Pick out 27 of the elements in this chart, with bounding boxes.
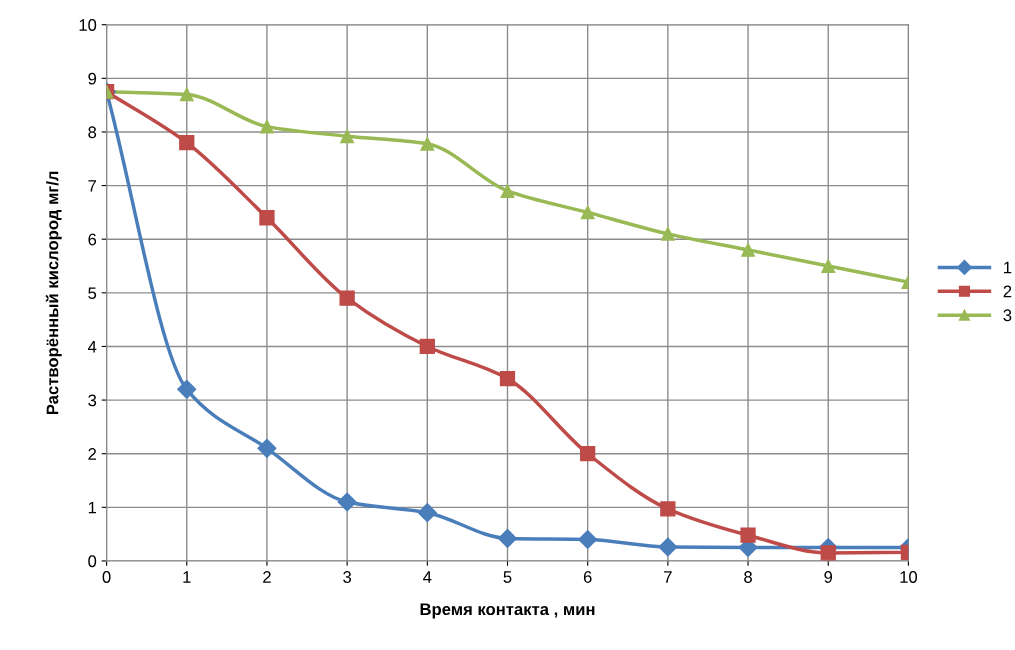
legend-label: 2 xyxy=(1003,285,1012,298)
x-tick-label: 9 xyxy=(824,571,833,583)
y-tick-label: 5 xyxy=(88,287,97,300)
y-tick-label: 2 xyxy=(88,448,97,460)
x-tick-label: 4 xyxy=(423,571,432,583)
y-tick-label: 9 xyxy=(88,72,97,85)
y-tick-label: 6 xyxy=(88,233,97,246)
x-tick-label: 10 xyxy=(900,571,918,583)
x-axis-title: Время контакта , мин xyxy=(420,603,595,619)
y-tick-label: 0 xyxy=(88,555,97,568)
y-tick-label: 7 xyxy=(88,180,97,192)
y-axis-title: Растворённый кислород мг/л xyxy=(45,171,62,415)
y-tick-label: 1 xyxy=(88,501,97,514)
y-tick-label: 3 xyxy=(88,394,97,407)
legend-label: 3 xyxy=(1003,309,1012,322)
x-tick-label: 7 xyxy=(664,571,672,583)
x-tick-label: 3 xyxy=(343,571,352,583)
x-tick-label: 5 xyxy=(503,571,512,583)
y-tick-label: 10 xyxy=(79,19,97,31)
y-tick-label: 4 xyxy=(87,341,97,353)
x-tick-label: 6 xyxy=(583,571,592,583)
x-tick-label: 8 xyxy=(744,571,752,583)
x-tick-label: 2 xyxy=(263,571,271,583)
x-tick-label: 1 xyxy=(183,571,191,583)
y-tick-label: 8 xyxy=(88,126,97,139)
legend-label: 1 xyxy=(1004,261,1012,274)
x-tick-label: 0 xyxy=(102,571,111,583)
